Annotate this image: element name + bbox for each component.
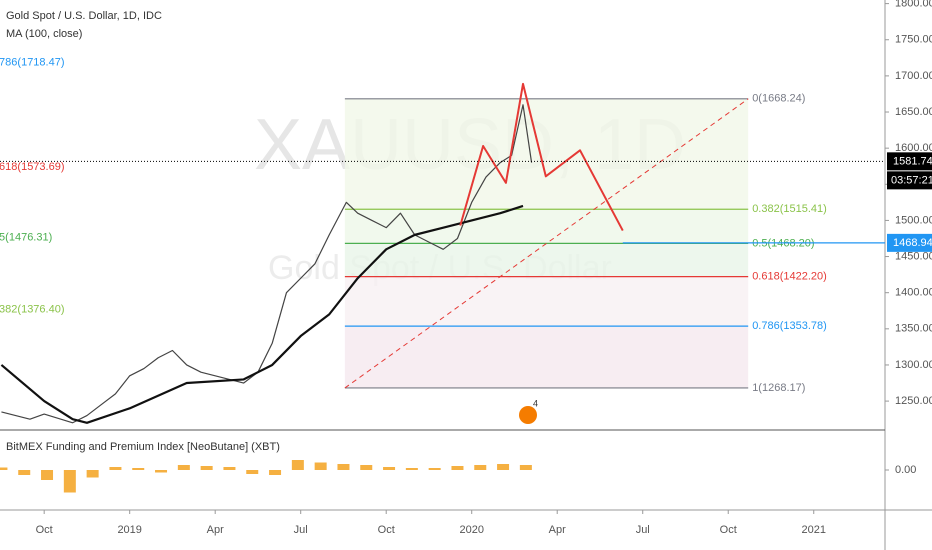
y-tick-label: 1650.00 xyxy=(895,106,932,118)
series-line xyxy=(459,82,624,232)
fib-zone xyxy=(344,276,749,327)
x-tick-label: Oct xyxy=(720,524,737,536)
y-tick-label: 1500.00 xyxy=(895,214,932,226)
target-label: 1468.94 xyxy=(893,237,932,249)
indicator-bar xyxy=(246,470,259,474)
indicator-bar xyxy=(383,467,396,470)
left-fib-label: .5(1476.31) xyxy=(0,231,52,243)
left-fib-label: .786(1718.47) xyxy=(0,56,65,68)
last-price-label: 1581.74 xyxy=(893,155,932,167)
x-tick-label: 2021 xyxy=(802,524,826,536)
x-tick-label: Jul xyxy=(294,524,308,536)
x-tick-label: 2020 xyxy=(459,524,483,536)
event-badge-count: 4 xyxy=(533,398,538,408)
y-tick-label: 1350.00 xyxy=(895,323,932,335)
indicator-bar xyxy=(200,466,213,470)
series-line xyxy=(0,204,524,424)
y-tick-label: 1750.00 xyxy=(895,34,932,46)
indicator-bar xyxy=(269,470,282,475)
fib-trendline xyxy=(344,98,749,389)
x-tick-label: Oct xyxy=(378,524,395,536)
left-fib-label: .382(1376.40) xyxy=(0,304,65,316)
indicator-bar xyxy=(360,465,373,470)
x-tick-label: 2019 xyxy=(117,524,141,536)
fib-label: 0.618(1422.20) xyxy=(752,271,827,283)
y-tick-label: 1700.00 xyxy=(895,70,932,82)
target-label-box xyxy=(887,233,932,252)
fib-label: 0(1668.24) xyxy=(752,93,805,105)
x-tick-label: Oct xyxy=(36,524,53,536)
event-badge xyxy=(519,406,537,424)
indicator-bar xyxy=(519,465,532,470)
indicator-bar xyxy=(451,466,464,470)
chart-subtitle: MA (100, close) xyxy=(6,28,82,40)
indicator-bar xyxy=(428,468,441,470)
x-tick-label: Apr xyxy=(549,524,566,536)
x-tick-label: Jul xyxy=(636,524,650,536)
indicator-bar xyxy=(405,468,418,470)
indicator-bar xyxy=(0,467,8,470)
countdown-box xyxy=(887,171,932,190)
indicator-bar xyxy=(132,468,145,470)
indicator-bar xyxy=(177,465,190,470)
chart-title: Gold Spot / U.S. Dollar, 1D, IDC xyxy=(6,10,162,22)
fib-zone xyxy=(344,326,749,388)
y-tick-label: 1800.00 xyxy=(895,0,932,10)
y-tick-label: 0.00 xyxy=(895,464,916,476)
left-fib-label: .618(1573.69) xyxy=(0,161,65,173)
fib-zone xyxy=(344,98,749,210)
fib-zone xyxy=(344,209,749,244)
y-tick-label: 1250.00 xyxy=(895,395,932,407)
indicator-bar xyxy=(41,470,54,480)
x-tick-label: Apr xyxy=(207,524,224,536)
fib-label: 0.382(1515.41) xyxy=(752,203,827,215)
indicator-bar xyxy=(474,465,487,470)
y-tick-label: 1600.00 xyxy=(895,142,932,154)
indicator-bar xyxy=(109,467,122,470)
indicator-bar xyxy=(314,462,327,470)
y-tick-label: 1300.00 xyxy=(895,359,932,371)
indicator-bar xyxy=(155,470,168,473)
indicator-bar xyxy=(291,460,304,470)
indicator-bar xyxy=(223,467,236,470)
series-line xyxy=(1,104,533,424)
fib-label: 0.786(1353.78) xyxy=(752,320,827,332)
indicator-bar xyxy=(18,470,31,475)
indicator-bar xyxy=(337,464,350,470)
fib-label: 1(1268.17) xyxy=(752,382,805,394)
indicator-bar xyxy=(497,464,510,470)
indicator-bar xyxy=(63,470,76,493)
countdown-label: 03:57:21 xyxy=(891,174,932,186)
y-tick-label: 1400.00 xyxy=(895,287,932,299)
price-label-box xyxy=(887,152,932,171)
indicator-bar xyxy=(86,470,99,478)
y-tick-label: 1450.00 xyxy=(895,250,932,262)
fib-zone xyxy=(344,243,749,277)
indicator-title: BitMEX Funding and Premium Index [NeoBut… xyxy=(6,441,280,453)
